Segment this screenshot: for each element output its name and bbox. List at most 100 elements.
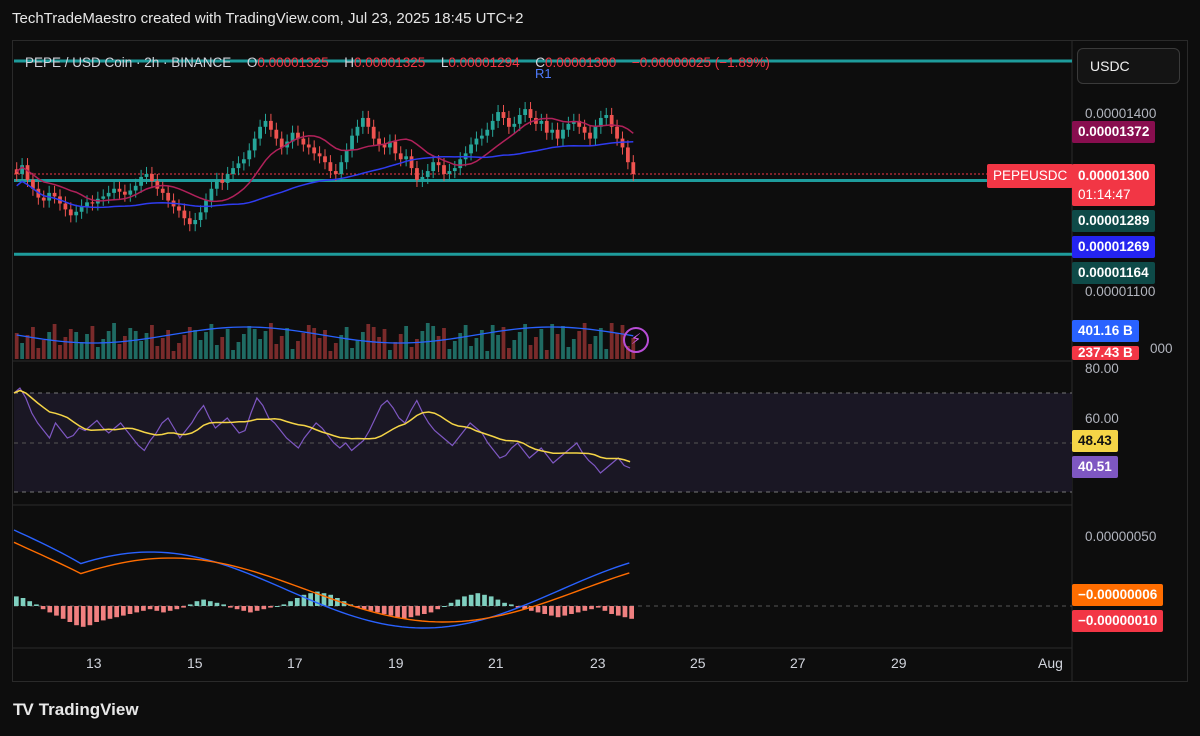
candle-body [220,179,225,183]
volume-bar [52,324,57,359]
volume-bar [47,332,52,359]
candle-body [85,202,89,207]
macd-histogram-bar [335,598,340,606]
volume-bar [615,333,619,359]
candle-body [555,129,560,139]
candle-body [225,174,230,183]
macd-histogram-bar [475,593,481,606]
macd-histogram-bar [141,606,146,611]
last-price-value: 0.00001300 [1078,168,1150,183]
candle-body [279,138,284,148]
macd-histogram-bar [201,599,206,606]
candle-body [377,138,381,145]
volume-bar [166,330,171,359]
rsi-tick-80: 80.00 [1085,361,1119,376]
candle-body [20,165,25,174]
candle-body [604,115,609,118]
volume-bar [566,347,571,359]
macd-histogram-bar [194,601,200,606]
legend-low-value: 0.00001294 [448,55,520,70]
macd-histogram-bar [228,606,233,608]
volume-bar [58,345,62,359]
volume-badge: 237.43 B [1072,346,1139,360]
macd-histogram-bar [288,601,293,606]
volume-bar [490,325,495,359]
rsi-ma-line [13,389,631,463]
volume-bar [377,337,381,359]
candle-body [350,135,354,151]
candle-body [236,163,241,169]
candle-body [117,188,122,192]
candle-body [479,135,484,139]
legend-symbol: PEPE / USD Coin · 2h · BINANCE [25,55,232,70]
candle-body [452,168,457,172]
volume-bar [236,342,241,359]
lightning-icon[interactable]: ⚡ [623,327,649,353]
candle-body [561,129,565,139]
macd-histogram-bar [589,606,594,610]
candle-body [269,120,273,130]
volume-bar [463,325,468,359]
volume-bar [296,341,300,359]
macd-histogram-bar [14,596,19,606]
macd-histogram-bar [609,606,614,614]
macd-histogram-bar [442,606,447,607]
candle-body [290,132,295,142]
candle-body [344,150,349,163]
volume-bar [252,329,257,359]
volume-bar [620,325,625,359]
macd-histogram-bar [87,606,93,626]
volume-bar [68,329,73,359]
volume-ma-line [16,326,634,344]
macd-histogram-bar [468,594,474,606]
candle-body [571,120,576,124]
macd-histogram-bar [241,606,247,611]
candle-body [577,120,582,127]
candle-body [63,203,68,210]
date-label: 15 [187,655,203,671]
volume-bar [496,335,500,359]
candle-body [144,174,149,177]
candle-body [469,144,473,154]
candle-body [155,181,160,189]
macd-histogram-bar [80,606,86,627]
chart-credit: TechTradeMaestro created with TradingVie… [12,10,524,27]
tradingview-logo[interactable]: TV TradingView [13,700,139,720]
ohlc-legend: PEPE / USD Coin · 2h · BINANCE O0.000013… [25,55,770,70]
legend-open-label: O [246,55,258,70]
volume-bar [360,332,365,359]
volume-bar [128,328,133,359]
volume-bar [258,339,262,359]
volume-bar [144,333,149,359]
macd-histogram-bar [615,606,621,616]
candle-body [420,176,425,180]
volume-bar [528,345,533,359]
candle-body [296,132,300,139]
candle-body [398,153,403,160]
macd-histogram-bar [268,606,273,608]
candle-body [528,109,533,118]
macd-histogram-bar [107,606,113,619]
volume-bar [317,338,322,359]
volume-bar [95,347,100,359]
macd-histogram-bar [60,606,66,619]
volume-bar [431,326,436,359]
volume-bar [290,349,295,359]
candle-body [431,162,436,172]
volume-bar [155,346,160,359]
macd-histogram-bar [381,606,387,614]
candle-body [193,220,198,225]
date-label: 27 [790,655,806,671]
candle-body [214,179,219,189]
volume-bar [160,338,165,359]
macd-histogram-bar [569,606,574,614]
macd-histogram-bar [34,604,39,606]
candle-body [241,159,246,164]
volume-bar [74,332,79,359]
macd-histogram-bar [147,606,153,610]
volume-bar [198,340,203,359]
currency-button[interactable]: USDC [1077,48,1180,84]
volume-bar [231,350,235,359]
macd-histogram-bar [174,606,180,610]
